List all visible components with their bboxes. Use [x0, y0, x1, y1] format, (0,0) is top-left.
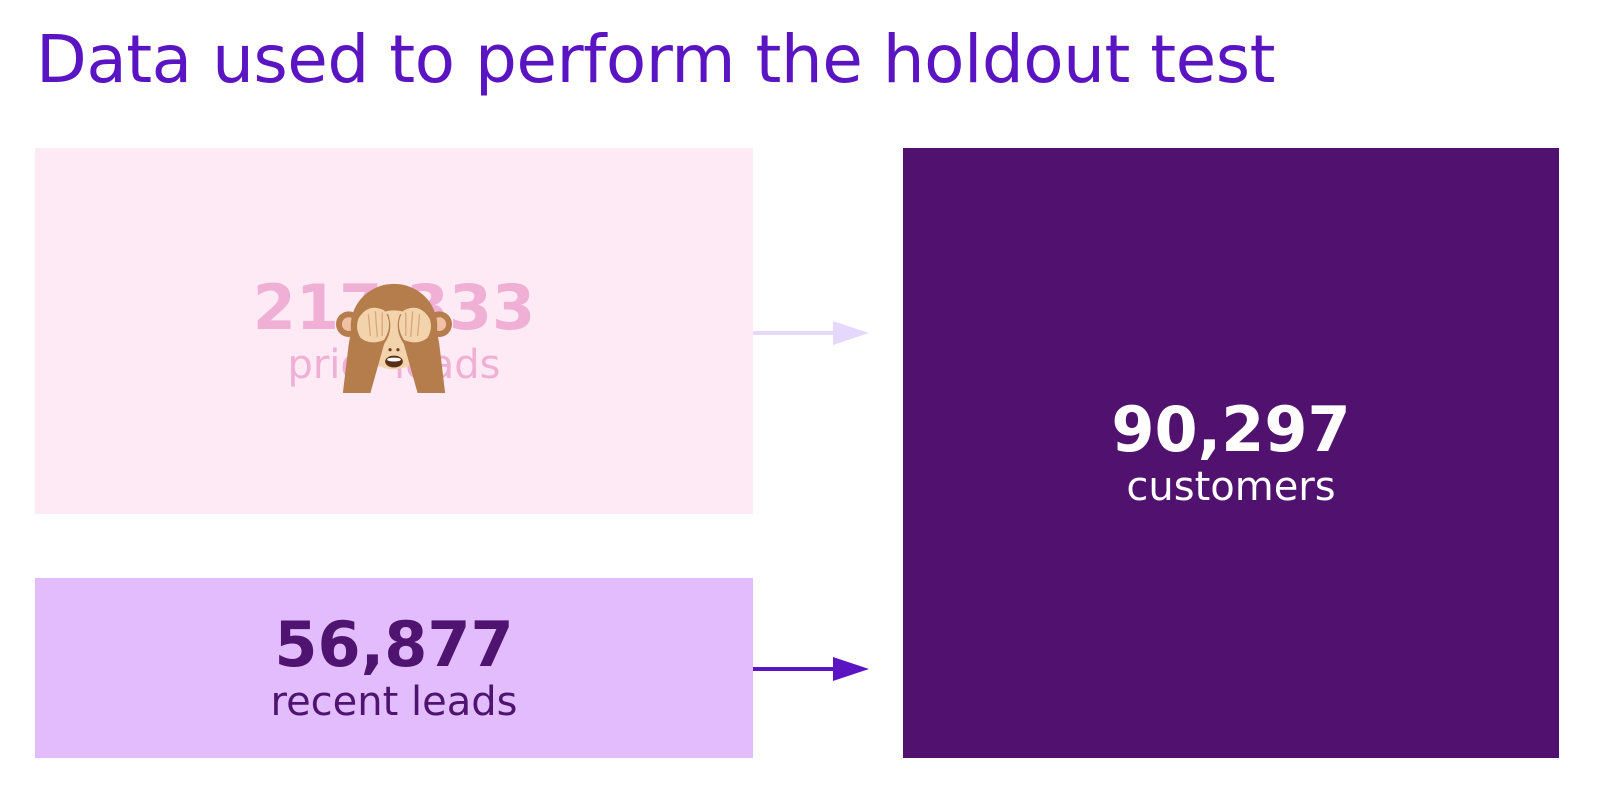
prior-to-customers-arrow: [753, 321, 869, 345]
see-no-evil-monkey-icon: [335, 283, 453, 393]
recent-leads-box: 56,877 recent leads: [35, 578, 753, 758]
customers-count: 90,297: [1111, 392, 1351, 466]
prior-leads-box: 217,333 prior leads: [35, 148, 753, 514]
customers-label: customers: [1126, 464, 1336, 511]
recent-to-customers-arrow: [753, 657, 869, 681]
recent-leads-count: 56,877: [274, 607, 514, 681]
recent-leads-label: recent leads: [270, 679, 518, 726]
page-title: Data used to perform the holdout test: [36, 21, 1276, 98]
customers-box: 90,297 customers: [903, 148, 1559, 758]
